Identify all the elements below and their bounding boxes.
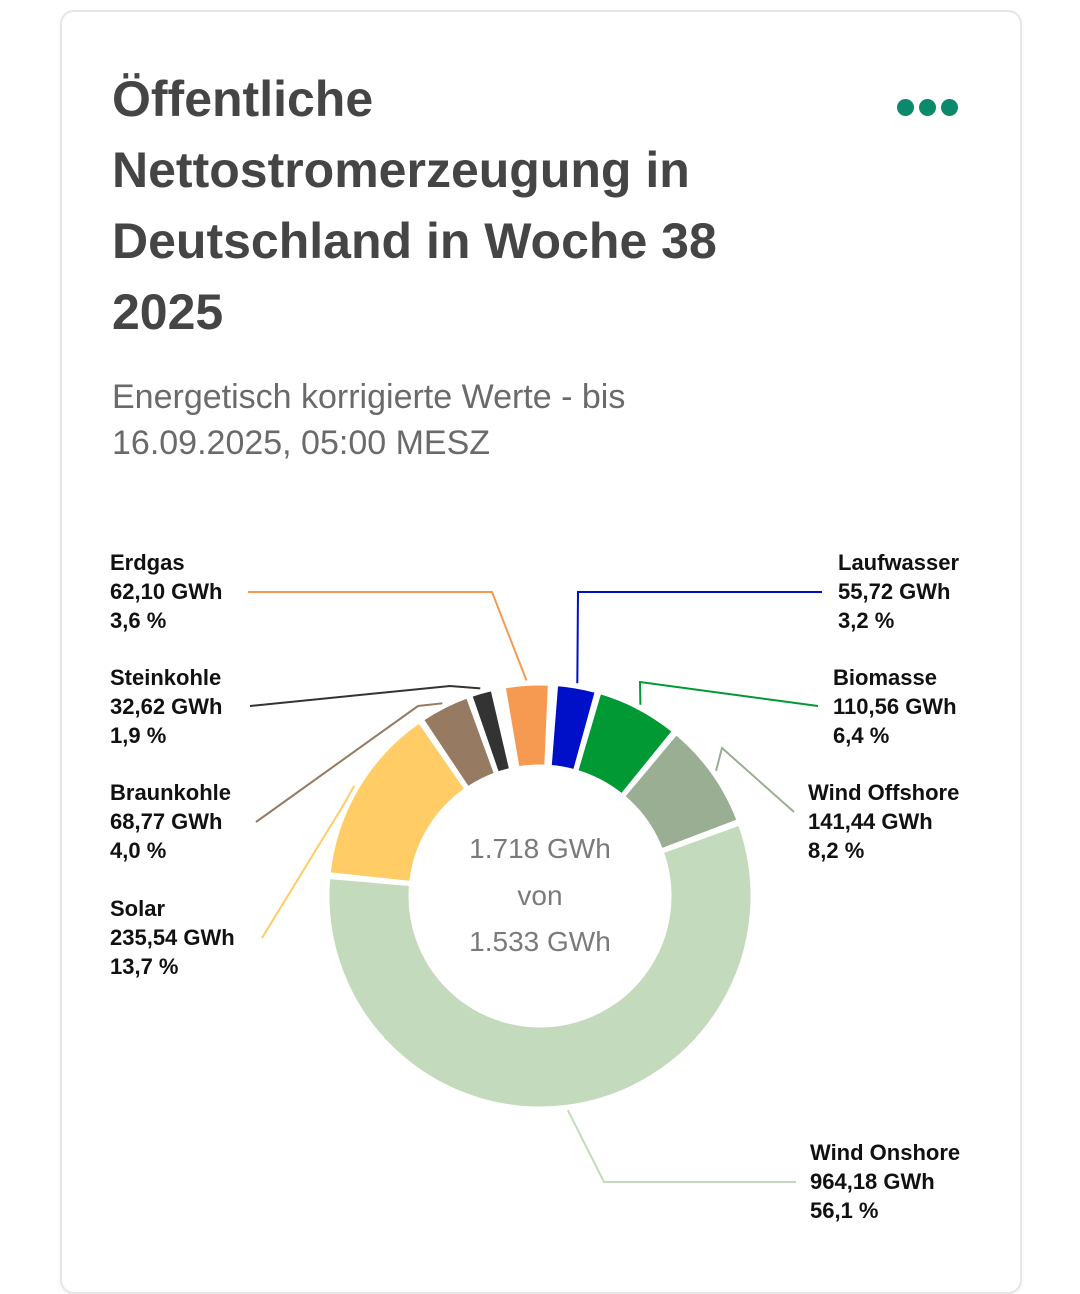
slice-wind-offshore[interactable] [622, 732, 740, 852]
label-wind-offshore-percent: 8,2 % [808, 838, 864, 863]
leader-line-braunkohle [255, 702, 443, 823]
leader-line-laufwasser [576, 591, 822, 684]
label-wind-onshore-name: Wind Onshore [810, 1140, 960, 1165]
leader-line-biomasse [638, 680, 819, 707]
label-wind-onshore-percent: 56,1 % [810, 1198, 879, 1223]
label-steinkohle-name: Steinkohle [110, 665, 221, 690]
leader-line-wind-onshore [566, 1109, 796, 1183]
label-laufwasser-value: 55,72 GWh [838, 579, 950, 604]
slice-steinkohle[interactable] [469, 687, 513, 775]
label-laufwasser-percent: 3,2 % [838, 608, 894, 633]
label-steinkohle-percent: 1,9 % [110, 723, 166, 748]
label-erdgas-value: 62,10 GWh [110, 579, 222, 604]
labels-group: Laufwasser 55,72 GWh 3,2 % Biomasse 110,56 G… [110, 550, 960, 1223]
slice-minor-7[interactable] [494, 687, 515, 771]
slice-braunkohle[interactable] [420, 695, 497, 790]
slice-laufwasser[interactable] [548, 683, 598, 773]
leader-line-erdgas [248, 591, 528, 681]
leader-line-steinkohle [249, 684, 481, 707]
label-wind-offshore-value: 141,44 GWh [808, 809, 933, 834]
leader-lines-group [248, 591, 822, 1183]
label-wind-onshore-value: 964,18 GWh [810, 1169, 935, 1194]
chart-subtitle: Energetisch korrigierte Werte - bis 16.0… [112, 378, 626, 462]
slice-minor-8[interactable] [498, 686, 518, 770]
label-erdgas-percent: 3,6 % [110, 608, 166, 633]
label-braunkohle-percent: 4,0 % [110, 838, 166, 863]
leader-line-solar [261, 785, 356, 939]
menu-dot [940, 98, 958, 116]
label-biomasse-value: 110,56 GWh [833, 694, 957, 719]
slice-minor-12[interactable] [546, 682, 557, 768]
slices-group [326, 682, 754, 1110]
slice-biomasse[interactable] [575, 691, 675, 797]
label-solar-name: Solar [110, 896, 165, 921]
more-dots-icon[interactable] [892, 92, 962, 122]
label-solar-value: 235,54 GWh [110, 925, 235, 950]
slice-wind-onshore[interactable] [326, 822, 754, 1110]
label-biomasse-name: Biomasse [833, 665, 937, 690]
chart-title: Öffentliche Nettostromerzeugung in Deuts… [112, 71, 717, 340]
donut-chart: Laufwasser 55,72 GWh 3,2 % Biomasse 110,56 G… [110, 550, 960, 1223]
menu-dot [896, 98, 914, 116]
menu-dot [918, 98, 936, 116]
label-braunkohle-value: 68,77 GWh [110, 809, 222, 834]
center-von: von [517, 880, 562, 911]
leader-line-wind-offshore [715, 746, 795, 813]
center-reference: 1.533 GWh [469, 926, 611, 957]
label-biomasse-percent: 6,4 % [833, 723, 889, 748]
slice-solar[interactable] [327, 720, 468, 884]
label-braunkohle-name: Braunkohle [110, 780, 231, 805]
label-laufwasser-name: Laufwasser [838, 550, 959, 575]
label-wind-offshore-name: Wind Offshore [808, 780, 959, 805]
center-total: 1.718 GWh [469, 833, 611, 864]
label-steinkohle-value: 32,62 GWh [110, 694, 222, 719]
label-solar-percent: 13,7 % [110, 954, 179, 979]
label-erdgas-name: Erdgas [110, 550, 185, 575]
